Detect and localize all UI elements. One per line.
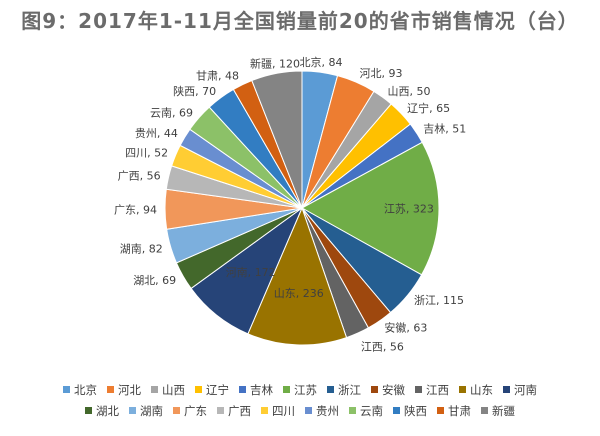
legend-label: 吉林 (250, 383, 273, 397)
legend-item-14: 广西 (217, 404, 251, 418)
pie-slices (164, 70, 440, 346)
legend-label: 云南 (360, 404, 383, 418)
legend-label: 湖北 (96, 404, 119, 418)
legend-label: 湖南 (140, 404, 163, 418)
legend-label: 江西 (426, 383, 449, 397)
legend-label: 广西 (228, 404, 251, 418)
legend-item-7: 安徽 (371, 383, 405, 397)
data-label-17: 云南, 69 (150, 106, 193, 119)
legend-item-10: 河南 (503, 383, 537, 397)
legend-swatch (349, 407, 356, 414)
legend-item-0: 北京 (63, 383, 97, 397)
legend-item-8: 江西 (415, 383, 449, 397)
data-label-19: 甘肃, 48 (196, 69, 239, 82)
legend-label: 新疆 (492, 404, 515, 418)
legend-label: 河南 (514, 383, 537, 397)
legend-swatch (261, 407, 268, 414)
data-label-13: 广东, 94 (114, 203, 157, 216)
slice-5-江苏 (300, 141, 440, 276)
legend-label: 河北 (118, 383, 141, 397)
data-label-5: 江苏, 323 (384, 203, 434, 216)
legend-label: 安徽 (382, 383, 405, 397)
legend-swatch (151, 386, 158, 393)
legend-swatch (129, 407, 136, 414)
legend-item-18: 陕西 (393, 404, 427, 418)
legend-label: 山东 (470, 383, 493, 397)
legend-item-4: 吉林 (239, 383, 273, 397)
data-label-3: 辽宁, 65 (407, 101, 450, 115)
legend-item-11: 湖北 (85, 404, 119, 418)
data-label-0: 北京, 84 (300, 55, 343, 69)
legend-swatch (195, 386, 202, 393)
legend-label: 贵州 (316, 404, 339, 418)
legend-label: 广东 (184, 404, 207, 418)
data-label-7: 安徽, 63 (384, 320, 427, 334)
legend-item-5: 江苏 (283, 383, 317, 397)
data-label-10: 河南, 172 (226, 266, 276, 279)
legend-swatch (173, 407, 180, 414)
legend-item-13: 广东 (173, 404, 207, 418)
legend-item-1: 河北 (107, 383, 141, 397)
data-label-1: 河北, 93 (360, 67, 403, 80)
legend-item-15: 四川 (261, 404, 295, 418)
data-label-14: 广西, 56 (118, 170, 161, 183)
data-label-16: 贵州, 44 (135, 127, 178, 140)
data-label-11: 湖北, 69 (133, 274, 176, 287)
data-label-6: 浙江, 115 (414, 294, 464, 307)
data-label-9: 山东, 236 (274, 287, 324, 300)
legend-swatch (393, 407, 400, 414)
legend-swatch (503, 386, 510, 393)
legend-item-6: 浙江 (327, 383, 361, 397)
data-label-8: 江西, 56 (361, 341, 404, 354)
data-label-12: 湖南, 82 (120, 243, 163, 256)
legend-label: 甘肃 (448, 404, 471, 418)
legend-swatch (437, 407, 444, 414)
legend-swatch (283, 386, 290, 393)
legend-swatch (481, 407, 488, 414)
legend-label: 辽宁 (206, 383, 229, 397)
data-label-2: 山西, 50 (388, 85, 431, 98)
legend-item-20: 新疆 (481, 404, 515, 418)
data-label-4: 吉林, 51 (423, 122, 466, 136)
legend-item-17: 云南 (349, 404, 383, 418)
legend-item-12: 湖南 (129, 404, 163, 418)
data-label-20: 新疆, 120 (250, 57, 300, 71)
legend-label: 山西 (162, 383, 185, 397)
legend-swatch (371, 386, 378, 393)
legend-item-9: 山东 (459, 383, 493, 397)
legend-label: 北京 (74, 383, 97, 397)
legend-swatch (415, 386, 422, 393)
legend-swatch (107, 386, 114, 393)
data-label-15: 四川, 52 (125, 146, 168, 159)
chart-title: 图9：2017年1-11月全国销量前20的省市销售情况（台） (21, 9, 579, 33)
legend-label: 陕西 (404, 404, 427, 418)
legend-item-3: 辽宁 (195, 383, 229, 397)
legend-swatch (85, 407, 92, 414)
legend-swatch (217, 407, 224, 414)
legend-label: 四川 (272, 404, 295, 418)
legend-label: 浙江 (338, 383, 361, 397)
legend-swatch (459, 386, 466, 393)
slice-labels: 北京, 84 河北, 93 山西, 50 辽宁, 65 吉林, 51 江苏, 323 浙江,… (114, 55, 466, 353)
legend-label: 江苏 (294, 383, 317, 397)
legend-swatch (239, 386, 246, 393)
slice-9-山东 (247, 206, 348, 346)
legend-swatch (327, 386, 334, 393)
slice-20-新疆 (251, 70, 303, 209)
legend-swatch (305, 407, 312, 414)
legend-item-2: 山西 (151, 383, 185, 397)
data-label-18: 陕西, 70 (173, 84, 216, 98)
legend-swatch (63, 386, 70, 393)
legend-item-16: 贵州 (305, 404, 339, 418)
legend-item-19: 甘肃 (437, 404, 471, 418)
